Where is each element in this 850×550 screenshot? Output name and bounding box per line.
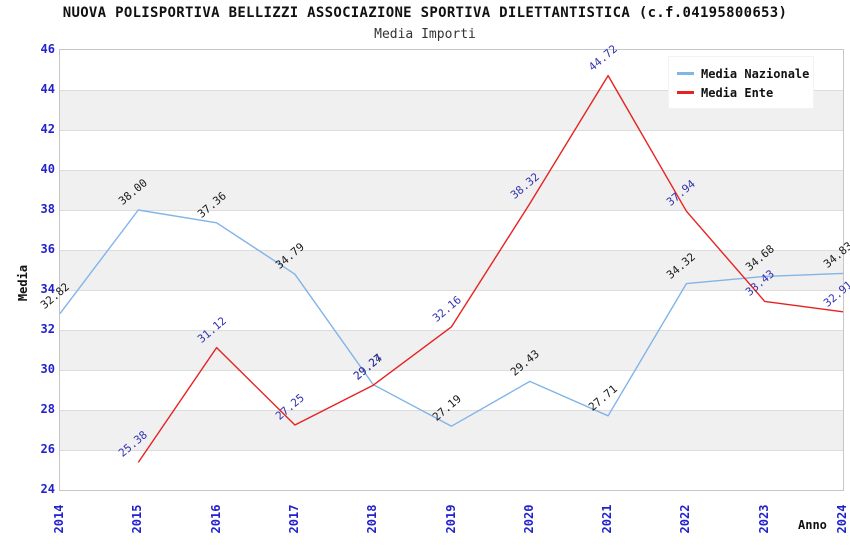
gridline [60, 410, 843, 411]
x-tick-label: 2016 [208, 504, 223, 534]
line-swatch-icon [677, 72, 694, 75]
y-tick-label: 42 [40, 122, 55, 136]
plot-area [59, 49, 844, 491]
y-tick-label: 26 [40, 442, 55, 456]
y-tick-label: 36 [40, 242, 55, 256]
x-tick-label: 2021 [600, 504, 615, 534]
chart-subtitle: Media Importi [374, 27, 476, 42]
gridline [60, 250, 843, 251]
y-tick-label: 24 [40, 482, 55, 496]
gridline [60, 210, 843, 211]
legend-entry-nazionale: Media Nazionale [677, 64, 809, 83]
gridline [60, 330, 843, 331]
y-tick-label: 32 [40, 322, 55, 336]
line-swatch-icon [677, 91, 694, 94]
y-tick-label: 40 [40, 162, 55, 176]
gridline [60, 130, 843, 131]
y-tick-label: 30 [40, 362, 55, 376]
series-line [59, 209, 844, 427]
grid-band [60, 170, 843, 210]
gridline [60, 370, 843, 371]
grid-band [60, 250, 843, 290]
x-tick-label: 2018 [365, 504, 380, 534]
gridline [60, 450, 843, 451]
series-line [137, 74, 844, 463]
y-tick-label: 44 [40, 82, 55, 96]
legend: Media Nazionale Media Ente [668, 56, 814, 109]
legend-entry-ente: Media Ente [677, 83, 805, 102]
series-lines [59, 74, 844, 463]
gridline [60, 170, 843, 171]
x-tick-label: 2019 [443, 504, 458, 534]
legend-label: Media Nazionale [701, 66, 810, 81]
y-tick-label: 28 [40, 402, 55, 416]
grid-band [60, 330, 843, 370]
y-tick-label: 34 [40, 282, 55, 296]
x-tick-label: 2023 [756, 504, 771, 534]
gridline [60, 290, 843, 291]
grid-band [60, 410, 843, 450]
x-tick-label: 2017 [286, 504, 301, 534]
x-axis-title: Anno [798, 518, 827, 532]
y-tick-label: 46 [40, 42, 55, 56]
x-tick-label: 2020 [521, 504, 536, 534]
legend-label: Media Ente [701, 85, 774, 100]
x-tick-label: 2015 [130, 504, 145, 534]
chart-title: NUOVA POLISPORTIVA BELLIZZI ASSOCIAZIONE… [62, 5, 788, 21]
gridline [60, 90, 843, 91]
x-tick-label: 2014 [52, 504, 66, 534]
x-tick-label: 2024 [835, 504, 849, 534]
y-tick-label: 38 [40, 202, 55, 216]
x-tick-label: 2022 [678, 504, 693, 534]
